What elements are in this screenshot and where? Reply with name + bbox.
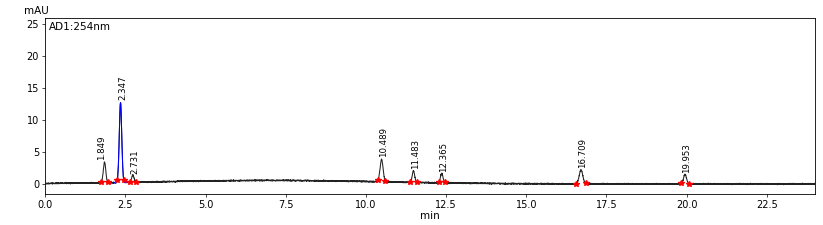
Text: 11.483: 11.483 [411,139,420,169]
X-axis label: min: min [421,211,439,221]
Text: mAU: mAU [24,6,49,16]
Text: AD1:254nm: AD1:254nm [49,22,111,32]
Text: 2.731: 2.731 [130,149,139,174]
Text: 19.953: 19.953 [682,143,691,173]
Text: 2.347: 2.347 [118,75,127,100]
Text: 1.849: 1.849 [97,135,106,160]
Text: 10.489: 10.489 [379,127,388,157]
Text: 12.365: 12.365 [439,142,449,172]
Text: 16.709: 16.709 [579,137,588,168]
